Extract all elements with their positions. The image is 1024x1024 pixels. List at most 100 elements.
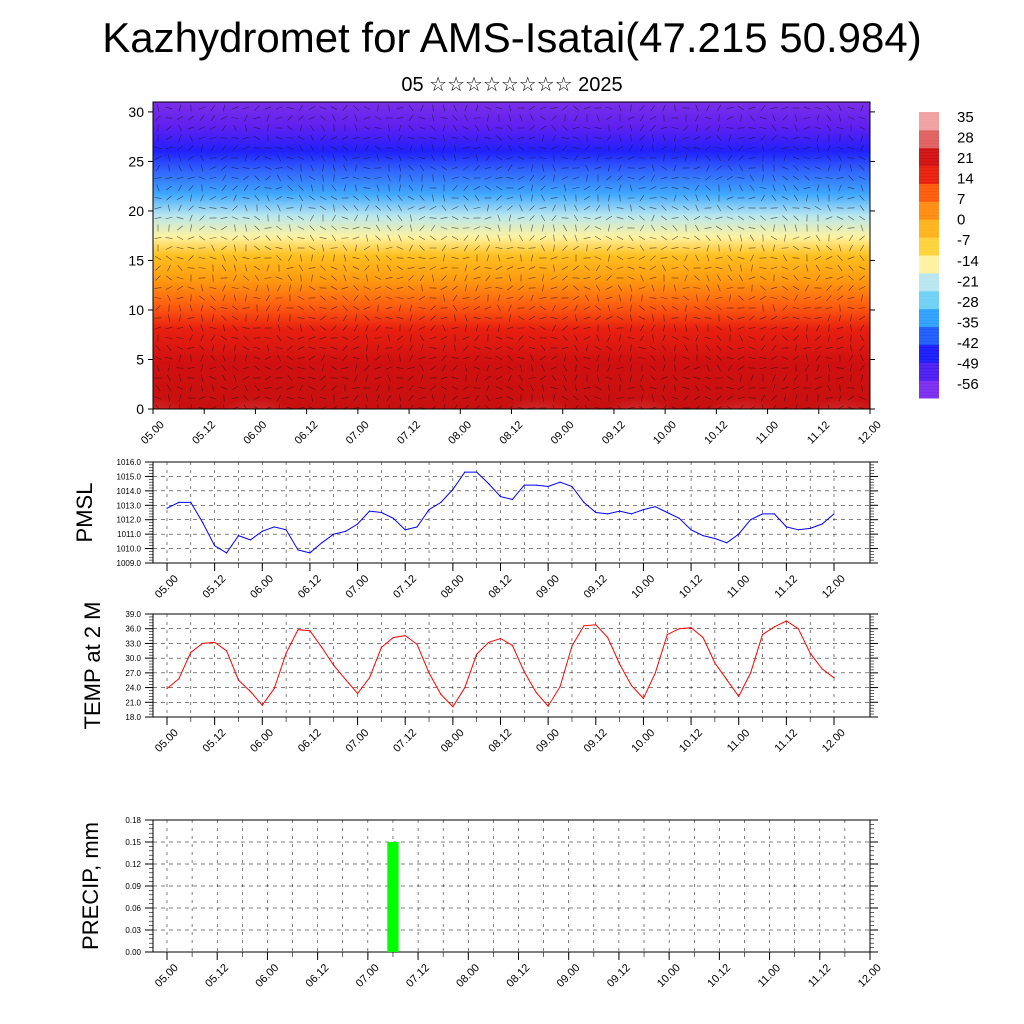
series-point bbox=[404, 634, 406, 637]
wind-arrow bbox=[376, 194, 380, 202]
wind-arrow bbox=[298, 264, 304, 272]
series-point bbox=[452, 488, 454, 491]
wind-arrow bbox=[836, 126, 844, 130]
wind-arrow bbox=[814, 256, 822, 260]
wind-arrow bbox=[156, 184, 160, 192]
wind-arrow bbox=[377, 244, 379, 252]
wind-arrow bbox=[485, 394, 491, 402]
colorbar-segment bbox=[919, 308, 939, 327]
wind-arrow bbox=[341, 136, 349, 140]
y-tick-label: 21.0 bbox=[125, 698, 141, 707]
wind-arrow bbox=[660, 296, 668, 300]
wind-arrow bbox=[630, 354, 632, 362]
wind-arrow bbox=[167, 314, 171, 322]
wind-arrow bbox=[308, 355, 316, 361]
wind-arrow bbox=[596, 114, 600, 122]
wind-arrow bbox=[693, 216, 701, 220]
wind-arrow bbox=[341, 286, 349, 290]
x-tick-label: 05.12 bbox=[203, 962, 231, 990]
wind-arrow bbox=[322, 174, 324, 182]
wind-arrow bbox=[616, 316, 624, 320]
wind-arrow bbox=[154, 147, 162, 149]
wind-arrow bbox=[308, 336, 316, 340]
wind-arrow bbox=[264, 396, 272, 400]
wind-arrow bbox=[266, 294, 270, 302]
x-tick-label: 10.00 bbox=[655, 962, 683, 990]
wind-arrow bbox=[529, 215, 535, 221]
wind-arrow bbox=[474, 165, 480, 171]
wind-arrow bbox=[816, 244, 820, 252]
series-point bbox=[440, 501, 442, 503]
wind-arrow bbox=[244, 294, 248, 302]
wind-arrow bbox=[553, 244, 555, 252]
wind-arrow bbox=[308, 285, 316, 291]
x-tick-label: 09.00 bbox=[555, 962, 583, 990]
wind-arrow bbox=[441, 355, 447, 361]
wind-arrow bbox=[805, 264, 809, 272]
wind-arrow bbox=[649, 115, 657, 121]
wind-arrow bbox=[737, 396, 745, 400]
wind-arrow bbox=[770, 107, 778, 109]
series-point bbox=[738, 695, 740, 698]
wind-arrow bbox=[166, 275, 172, 281]
wind-arrow bbox=[792, 175, 800, 181]
wind-arrow bbox=[474, 355, 480, 361]
wind-arrow bbox=[584, 404, 589, 409]
wind-arrow bbox=[167, 364, 171, 372]
wind-arrow bbox=[355, 164, 357, 172]
wind-arrow bbox=[354, 324, 358, 332]
wind-arrow bbox=[561, 395, 569, 401]
wind-arrow bbox=[795, 114, 797, 122]
wind-arrow bbox=[485, 405, 490, 409]
wind-arrow bbox=[495, 156, 503, 160]
wind-arrow bbox=[374, 366, 382, 370]
wind-arrow bbox=[650, 224, 656, 232]
wind-arrow bbox=[695, 114, 699, 122]
wind-arrow bbox=[508, 234, 512, 242]
wind-arrow bbox=[539, 115, 547, 121]
wind-arrow bbox=[528, 136, 536, 140]
wind-arrow bbox=[231, 286, 239, 290]
wind-arrow bbox=[321, 254, 325, 262]
wind-arrow bbox=[289, 224, 291, 232]
wind-arrow bbox=[550, 106, 558, 110]
wind-arrow bbox=[198, 136, 206, 140]
wind-arrow bbox=[166, 125, 172, 131]
wind-arrow bbox=[607, 324, 611, 332]
wind-arrow bbox=[860, 184, 864, 192]
wind-arrow bbox=[760, 135, 766, 141]
wind-arrow bbox=[561, 265, 569, 271]
wind-arrow bbox=[355, 184, 357, 192]
wind-arrow bbox=[364, 295, 370, 301]
wind-arrow bbox=[729, 294, 731, 302]
wind-arrow bbox=[429, 357, 437, 359]
wind-arrow bbox=[155, 265, 161, 271]
wind-arrow bbox=[308, 105, 316, 111]
wind-arrow bbox=[168, 404, 171, 409]
wind-arrow bbox=[266, 264, 270, 272]
wind-arrow bbox=[706, 104, 710, 112]
wind-arrow bbox=[363, 116, 371, 120]
wind-arrow bbox=[828, 334, 830, 342]
series-point bbox=[571, 645, 573, 647]
wind-arrow bbox=[376, 214, 380, 222]
wind-arrow bbox=[354, 144, 358, 152]
wind-arrow bbox=[440, 266, 448, 270]
wind-arrow bbox=[649, 276, 657, 280]
x-tick-label: 06.12 bbox=[293, 419, 321, 447]
wind-arrow bbox=[726, 357, 734, 359]
wind-arrow bbox=[352, 136, 360, 140]
series-point bbox=[380, 511, 382, 514]
wind-arrow bbox=[649, 297, 657, 299]
wind-arrow bbox=[583, 216, 591, 220]
wind-arrow bbox=[563, 384, 567, 392]
wind-arrow bbox=[772, 404, 777, 409]
wind-arrow bbox=[308, 376, 316, 380]
wind-arrow bbox=[684, 274, 688, 282]
wind-arrow bbox=[167, 264, 171, 272]
wind-arrow bbox=[705, 185, 711, 191]
wind-arrow bbox=[704, 377, 712, 379]
x-tick-label: 05.12 bbox=[201, 573, 229, 601]
wind-arrow bbox=[188, 155, 194, 161]
wind-arrow bbox=[388, 404, 390, 409]
